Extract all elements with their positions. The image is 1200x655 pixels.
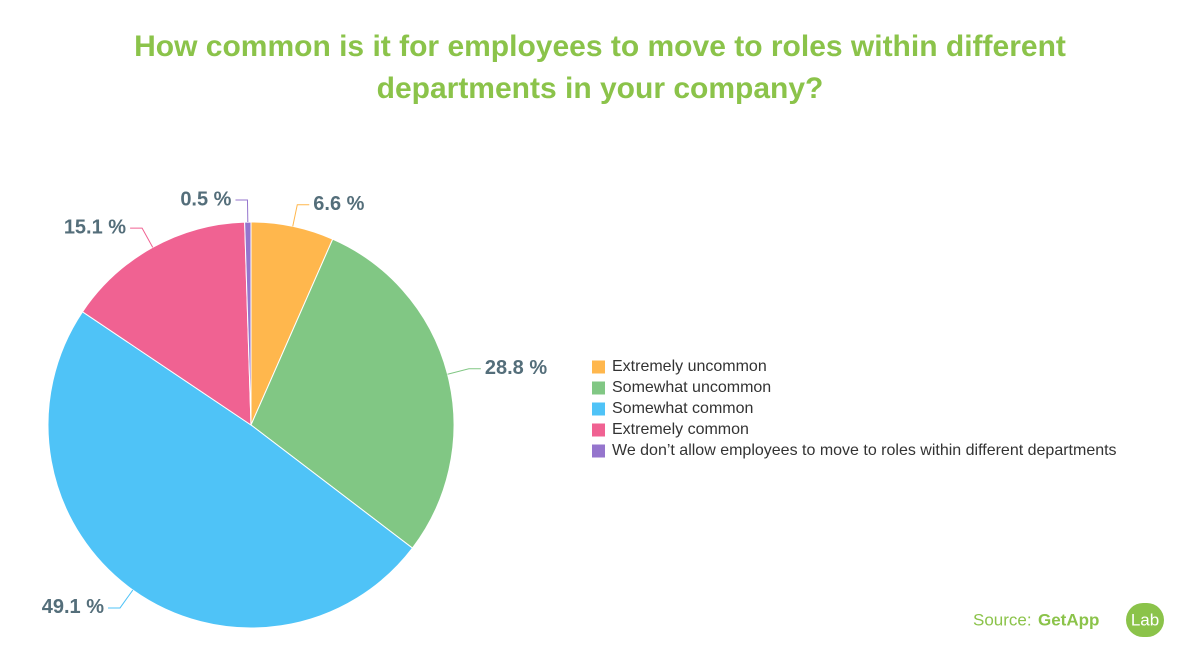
- legend-label: Extremely common: [612, 421, 749, 438]
- pie-slice: [244, 221, 252, 426]
- source-label: Source:: [973, 610, 1032, 629]
- leader-line: [292, 204, 310, 227]
- legend-swatch: [592, 402, 605, 416]
- leader-line: [108, 589, 134, 609]
- value-label: 15.1 %: [64, 216, 126, 238]
- legend-label: We don’t allow employees to move to role…: [612, 442, 1117, 459]
- leader-line: [235, 199, 249, 223]
- legend-swatch: [592, 444, 605, 458]
- source-brand: GetApp: [1038, 610, 1099, 629]
- source-sub: Lab: [1131, 610, 1159, 629]
- value-label: 49.1 %: [42, 596, 104, 618]
- value-label: 6.6 %: [313, 193, 364, 215]
- legend-swatch: [592, 381, 605, 395]
- pie-slice: [81, 221, 252, 426]
- value-label: 28.8 %: [485, 357, 547, 379]
- chart-title: How common is it for employees to move t…: [134, 30, 1066, 105]
- source-badge: [1126, 603, 1164, 637]
- legend-swatch: [592, 423, 605, 437]
- pie-slice: [47, 311, 414, 629]
- legend-label: Somewhat uncommon: [612, 379, 771, 396]
- pie-slice: [250, 238, 455, 549]
- leader-line: [447, 368, 481, 375]
- leader-line: [130, 227, 154, 248]
- legend-label: Somewhat common: [612, 400, 753, 417]
- legend-swatch: [592, 360, 605, 374]
- legend-label: Extremely uncommon: [612, 358, 767, 375]
- value-label: 0.5 %: [180, 188, 231, 210]
